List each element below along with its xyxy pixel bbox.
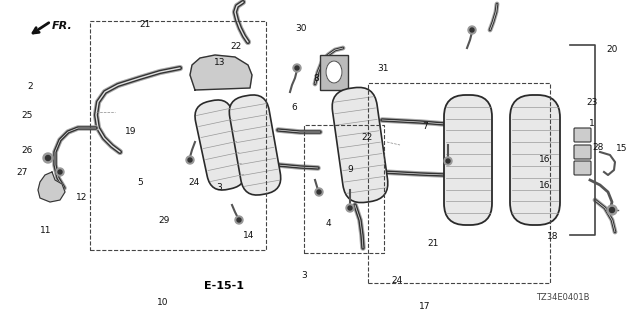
FancyBboxPatch shape — [332, 87, 388, 203]
Circle shape — [315, 188, 323, 196]
Text: 1: 1 — [589, 119, 595, 128]
Text: 7: 7 — [422, 122, 428, 131]
Text: 19: 19 — [125, 127, 136, 136]
Text: 26: 26 — [21, 146, 33, 155]
FancyBboxPatch shape — [574, 161, 591, 175]
Text: 8: 8 — [314, 74, 319, 83]
FancyBboxPatch shape — [444, 95, 492, 225]
Circle shape — [56, 168, 64, 176]
Circle shape — [58, 170, 62, 174]
Text: 24: 24 — [189, 178, 200, 187]
Text: 5: 5 — [138, 178, 143, 187]
Circle shape — [468, 26, 476, 34]
FancyBboxPatch shape — [574, 145, 591, 159]
Text: FR.: FR. — [52, 21, 73, 31]
Circle shape — [237, 218, 241, 222]
Circle shape — [317, 190, 321, 194]
Circle shape — [446, 159, 450, 163]
Bar — [90, 21, 266, 250]
Text: 23: 23 — [586, 98, 598, 107]
Text: 31: 31 — [378, 64, 389, 73]
Text: 17: 17 — [419, 302, 431, 311]
FancyBboxPatch shape — [510, 95, 560, 225]
Text: 16: 16 — [539, 181, 550, 190]
Bar — [368, 83, 550, 283]
FancyBboxPatch shape — [320, 55, 348, 90]
Circle shape — [348, 206, 352, 210]
Polygon shape — [38, 172, 65, 202]
Text: 3: 3 — [216, 183, 222, 192]
Text: 14: 14 — [243, 231, 255, 240]
Bar — [304, 125, 384, 253]
Text: 15: 15 — [616, 144, 627, 153]
Text: 10: 10 — [157, 298, 168, 307]
Circle shape — [43, 153, 53, 163]
Text: 25: 25 — [21, 111, 33, 120]
Text: 22: 22 — [362, 133, 373, 142]
Text: TZ34E0401B: TZ34E0401B — [536, 293, 590, 302]
Circle shape — [45, 156, 51, 161]
Text: 28: 28 — [592, 143, 604, 152]
Text: 21: 21 — [428, 239, 439, 248]
Text: 12: 12 — [76, 193, 87, 202]
Text: 2: 2 — [28, 82, 33, 91]
Circle shape — [293, 64, 301, 72]
Text: 18: 18 — [547, 232, 559, 241]
Text: 9: 9 — [347, 165, 353, 174]
Circle shape — [609, 207, 614, 212]
Circle shape — [444, 157, 452, 165]
Circle shape — [188, 158, 192, 162]
Text: 20: 20 — [607, 45, 618, 54]
FancyBboxPatch shape — [574, 128, 591, 142]
Text: 13: 13 — [214, 58, 226, 67]
Text: 6: 6 — [291, 103, 297, 112]
Text: 22: 22 — [230, 42, 242, 51]
Circle shape — [607, 205, 617, 215]
Circle shape — [295, 66, 299, 70]
Text: 27: 27 — [16, 168, 28, 177]
FancyBboxPatch shape — [195, 100, 245, 190]
Circle shape — [346, 204, 354, 212]
Text: E-15-1: E-15-1 — [204, 281, 244, 292]
Ellipse shape — [326, 61, 342, 83]
Text: 24: 24 — [392, 276, 403, 285]
Polygon shape — [190, 55, 252, 90]
FancyBboxPatch shape — [229, 95, 281, 195]
Text: 16: 16 — [539, 155, 550, 164]
Text: 4: 4 — [325, 220, 331, 228]
Circle shape — [186, 156, 194, 164]
Text: 21: 21 — [140, 20, 151, 28]
Circle shape — [235, 216, 243, 224]
Text: 29: 29 — [159, 216, 170, 225]
Circle shape — [470, 28, 474, 32]
Text: 3: 3 — [301, 271, 307, 280]
Text: 30: 30 — [296, 24, 307, 33]
Text: 11: 11 — [40, 226, 51, 235]
